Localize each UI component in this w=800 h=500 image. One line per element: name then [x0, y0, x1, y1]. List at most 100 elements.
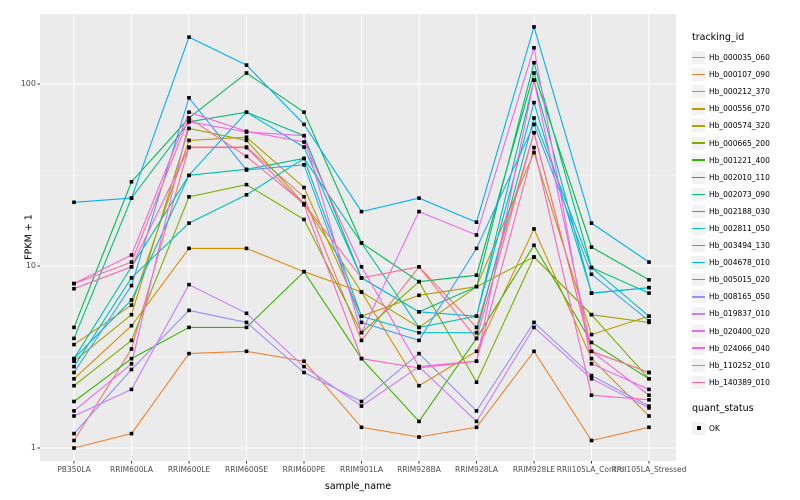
- data-point[interactable]: [474, 425, 479, 430]
- data-point[interactable]: [244, 320, 249, 325]
- data-point[interactable]: [474, 330, 479, 335]
- data-point[interactable]: [129, 431, 134, 436]
- data-point[interactable]: [474, 284, 479, 289]
- data-point[interactable]: [302, 364, 306, 369]
- data-point[interactable]: [302, 140, 306, 144]
- data-point[interactable]: [359, 320, 364, 325]
- data-point[interactable]: [244, 182, 249, 187]
- data-point[interactable]: [417, 265, 421, 269]
- data-point[interactable]: [532, 25, 536, 29]
- data-point[interactable]: [72, 409, 76, 413]
- data-point[interactable]: [417, 310, 421, 314]
- data-point[interactable]: [72, 364, 76, 369]
- data-point[interactable]: [129, 347, 134, 351]
- legend-item-Hb_000212_370[interactable]: Hb_000212_370: [692, 83, 798, 100]
- data-point[interactable]: [589, 265, 594, 270]
- data-point[interactable]: [532, 60, 536, 65]
- data-point[interactable]: [589, 340, 594, 345]
- data-point[interactable]: [417, 351, 421, 356]
- data-point[interactable]: [532, 116, 536, 120]
- data-point[interactable]: [417, 209, 421, 214]
- legend-item-Hb_002073_090[interactable]: Hb_002073_090: [692, 186, 798, 203]
- data-point[interactable]: [302, 145, 306, 149]
- legend-item-Hb_024066_040[interactable]: Hb_024066_040: [692, 340, 798, 357]
- data-point[interactable]: [187, 96, 191, 100]
- data-point[interactable]: [72, 286, 76, 291]
- legend-item-Hb_020400_020[interactable]: Hb_020400_020: [692, 323, 798, 340]
- data-point[interactable]: [129, 356, 134, 361]
- data-point[interactable]: [589, 356, 594, 361]
- data-point[interactable]: [187, 221, 191, 225]
- data-point[interactable]: [417, 293, 421, 298]
- data-point[interactable]: [302, 217, 306, 222]
- data-point[interactable]: [187, 35, 191, 39]
- data-point[interactable]: [647, 370, 651, 375]
- data-point[interactable]: [129, 367, 134, 372]
- data-point[interactable]: [532, 46, 536, 50]
- data-point[interactable]: [647, 377, 651, 381]
- data-point[interactable]: [532, 130, 536, 135]
- data-point[interactable]: [302, 370, 306, 375]
- data-point[interactable]: [647, 393, 651, 397]
- legend-item-Hb_002010_110[interactable]: Hb_002010_110: [692, 169, 798, 186]
- data-point[interactable]: [72, 370, 76, 375]
- data-point[interactable]: [474, 233, 479, 237]
- legend-item-Hb_004678_010[interactable]: Hb_004678_010: [692, 254, 798, 271]
- data-point[interactable]: [532, 227, 536, 231]
- data-point[interactable]: [244, 145, 249, 150]
- data-point[interactable]: [72, 399, 76, 404]
- data-point[interactable]: [129, 323, 134, 328]
- data-point[interactable]: [302, 122, 306, 127]
- data-point[interactable]: [589, 393, 594, 397]
- data-point[interactable]: [187, 351, 191, 356]
- data-point[interactable]: [647, 260, 651, 264]
- data-point[interactable]: [359, 425, 364, 430]
- data-point[interactable]: [532, 255, 536, 259]
- data-point[interactable]: [589, 272, 594, 277]
- data-point[interactable]: [129, 276, 134, 280]
- data-point[interactable]: [474, 409, 479, 413]
- data-point[interactable]: [532, 71, 536, 75]
- data-point[interactable]: [244, 63, 249, 67]
- data-point[interactable]: [589, 245, 594, 249]
- data-point[interactable]: [474, 220, 479, 224]
- data-point[interactable]: [187, 246, 191, 251]
- data-point[interactable]: [129, 312, 134, 317]
- data-point[interactable]: [359, 276, 364, 280]
- data-point[interactable]: [417, 325, 421, 330]
- data-point[interactable]: [302, 133, 306, 138]
- data-point[interactable]: [187, 110, 191, 114]
- data-point[interactable]: [129, 260, 134, 264]
- data-point[interactable]: [187, 325, 191, 330]
- data-point[interactable]: [244, 168, 249, 172]
- data-point[interactable]: [244, 135, 249, 139]
- data-point[interactable]: [532, 243, 536, 248]
- data-point[interactable]: [532, 325, 536, 330]
- data-point[interactable]: [129, 180, 134, 184]
- data-point[interactable]: [647, 404, 651, 408]
- legend-item-Hb_001221_400[interactable]: Hb_001221_400: [692, 152, 798, 169]
- data-point[interactable]: [129, 196, 134, 200]
- data-point[interactable]: [187, 282, 191, 287]
- data-point[interactable]: [532, 349, 536, 354]
- data-point[interactable]: [474, 380, 479, 384]
- data-point[interactable]: [129, 338, 134, 343]
- data-point[interactable]: [302, 195, 306, 199]
- data-point[interactable]: [244, 311, 249, 316]
- data-point[interactable]: [474, 349, 479, 354]
- legend-item-Hb_000574_320[interactable]: Hb_000574_320: [692, 117, 798, 134]
- data-point[interactable]: [359, 265, 364, 269]
- data-point[interactable]: [244, 246, 249, 251]
- data-point[interactable]: [187, 138, 191, 143]
- data-point[interactable]: [302, 185, 306, 190]
- data-point[interactable]: [129, 253, 134, 257]
- data-point[interactable]: [474, 246, 479, 251]
- data-point[interactable]: [72, 377, 76, 381]
- data-point[interactable]: [647, 285, 651, 290]
- data-point[interactable]: [72, 359, 76, 363]
- data-point[interactable]: [302, 156, 306, 161]
- data-point[interactable]: [417, 330, 421, 335]
- data-point[interactable]: [417, 338, 421, 343]
- data-point[interactable]: [244, 325, 249, 330]
- data-point[interactable]: [359, 404, 364, 408]
